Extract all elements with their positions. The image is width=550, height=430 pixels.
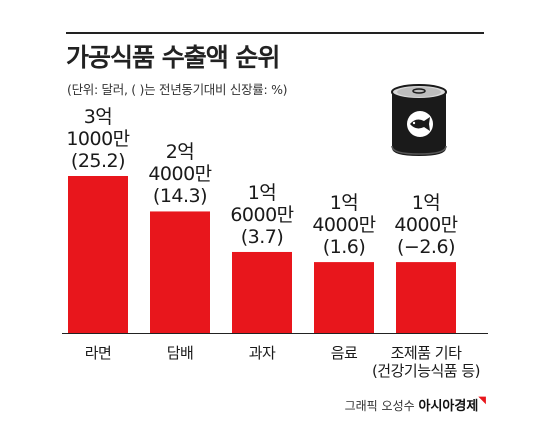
value-label-line: 3억 <box>83 106 113 128</box>
bar-4 <box>314 262 374 333</box>
value-label-line: (14.3) <box>152 185 208 208</box>
brand-logo: 아시아경제 <box>418 399 479 414</box>
value-label-1: 3억 1000만 (25.2) <box>43 106 153 172</box>
credit: 그래픽 오성수 아시아경제◥ <box>345 395 486 414</box>
chart-subtitle: (단위: 달러, ( )는 전년동기대비 신장률: %) <box>67 82 288 97</box>
value-label-line: (1.6) <box>322 236 366 259</box>
category-label-3: 과자 <box>187 344 337 362</box>
value-label-line: 1억 <box>329 192 359 215</box>
credit-text: 그래픽 오성수 <box>344 399 415 413</box>
bar-1 <box>68 176 128 333</box>
value-label-line: 2억 <box>165 141 195 164</box>
value-label-5: 1억 4000만 (−2.6) <box>371 192 481 258</box>
value-label-3: 1억 6000만 (3.7) <box>207 182 317 248</box>
value-label-line: 6000만 <box>230 203 294 226</box>
value-label-line: 4000만 <box>394 214 458 237</box>
value-label-line: 1000만 <box>66 128 130 150</box>
value-label-4: 1억 4000만 (1.6) <box>289 192 399 258</box>
chart-title: 가공식품 수출액 순위 <box>66 43 280 72</box>
value-label-line: 4000만 <box>148 163 212 186</box>
category-label-4: 음료 <box>269 344 419 362</box>
bar-3 <box>232 251 292 333</box>
category-label-line: 라면 <box>84 344 112 362</box>
category-label-line: (건강기능식품 등) <box>371 362 481 380</box>
value-label-line: 1억 <box>247 181 277 204</box>
top-rule <box>66 32 484 34</box>
bar-2 <box>150 211 210 333</box>
value-label-line: (−2.6) <box>397 236 455 259</box>
category-label-line: 음료 <box>330 344 358 362</box>
value-label-line: 4000만 <box>312 214 376 237</box>
category-label-1: 라면 <box>23 344 173 362</box>
canned-food-icon <box>391 84 447 156</box>
category-label-5: 조제품 기타 (건강기능식품 등) <box>351 344 501 380</box>
value-label-line: (3.7) <box>240 225 284 248</box>
brand-mark: ◥ <box>478 395 486 406</box>
category-label-2: 담배 <box>105 344 255 362</box>
category-label-line: 조제품 기타 <box>390 344 462 362</box>
value-label-line: (25.2) <box>70 150 126 172</box>
category-label-line: 과자 <box>248 344 276 362</box>
bar-5 <box>396 262 456 333</box>
value-label-2: 2억 4000만 (14.3) <box>125 141 235 207</box>
category-label-line: 담배 <box>166 344 194 362</box>
value-label-line: 1억 <box>411 192 441 215</box>
